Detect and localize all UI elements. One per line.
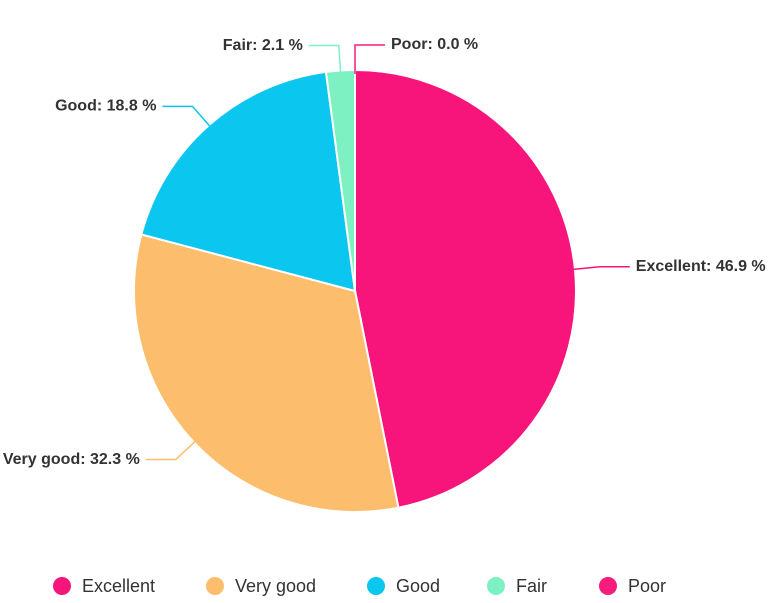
legend-label: Poor — [628, 576, 666, 596]
legend-marker — [367, 577, 385, 595]
leader-line — [354, 44, 385, 74]
legend-marker — [487, 577, 505, 595]
pie-slice — [354, 68, 577, 509]
slice-label: Poor: 0.0 % — [391, 36, 478, 53]
legend-label: Fair — [516, 576, 547, 596]
legend-label: Excellent — [82, 576, 155, 596]
slice-label: Excellent: 46.9 % — [636, 258, 766, 275]
legend-marker — [206, 577, 224, 595]
legend-label: Very good — [235, 576, 316, 596]
slice-label: Fair: 2.1 % — [223, 37, 303, 54]
leader-line — [162, 105, 213, 129]
leader-line — [570, 265, 630, 271]
leader-line — [145, 439, 198, 461]
slice-label: Good: 18.8 % — [55, 98, 156, 115]
legend-marker — [53, 577, 71, 595]
legend-marker — [599, 577, 617, 595]
leader-line — [308, 44, 342, 75]
legend-label: Good — [396, 576, 440, 596]
slice-label: Very good: 32.3 % — [3, 451, 140, 468]
